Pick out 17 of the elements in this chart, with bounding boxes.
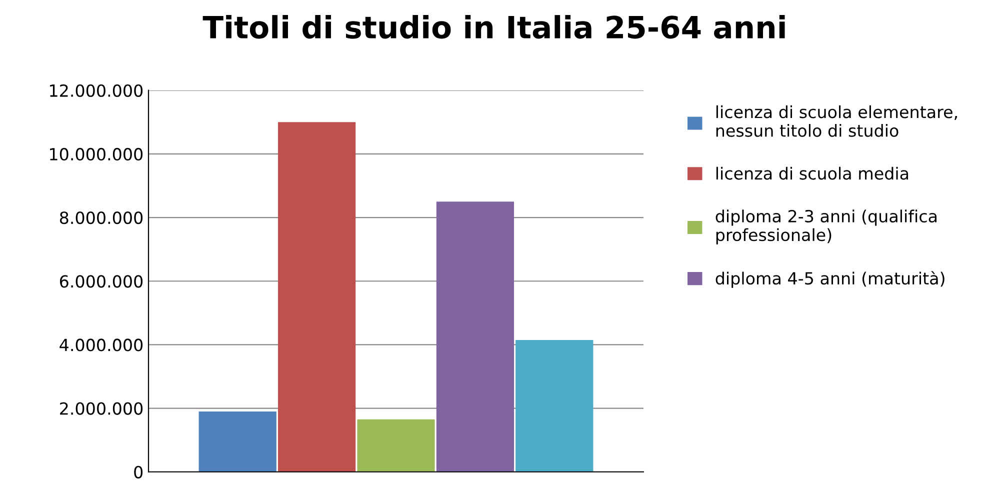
bar — [516, 340, 594, 472]
legend-label: licenza di scuola media — [716, 166, 908, 180]
bar — [198, 411, 276, 472]
y-tick-label: 0 — [134, 466, 143, 478]
bar — [436, 202, 514, 472]
bar — [357, 419, 435, 472]
legend-label: diploma 2-3 anni (qualifica professionale) — [716, 210, 936, 244]
y-tick-label: 8.000.000 — [60, 211, 143, 224]
y-tick-label: 12.000.000 — [50, 84, 143, 97]
y-tick-label: 6.000.000 — [60, 275, 143, 288]
y-tick-label: 4.000.000 — [60, 338, 143, 352]
y-tick-label: 10.000.000 — [50, 148, 143, 161]
legend-label: licenza di scuola elementare, nessun titolo di studio — [716, 105, 957, 137]
y-tick-label: 2.000.000 — [60, 402, 143, 415]
chart-title: Titoli di studio in Italia 25-64 anni — [202, 15, 785, 39]
bar — [278, 122, 356, 472]
legend-label: diploma 4-5 anni (maturità) — [716, 271, 944, 288]
